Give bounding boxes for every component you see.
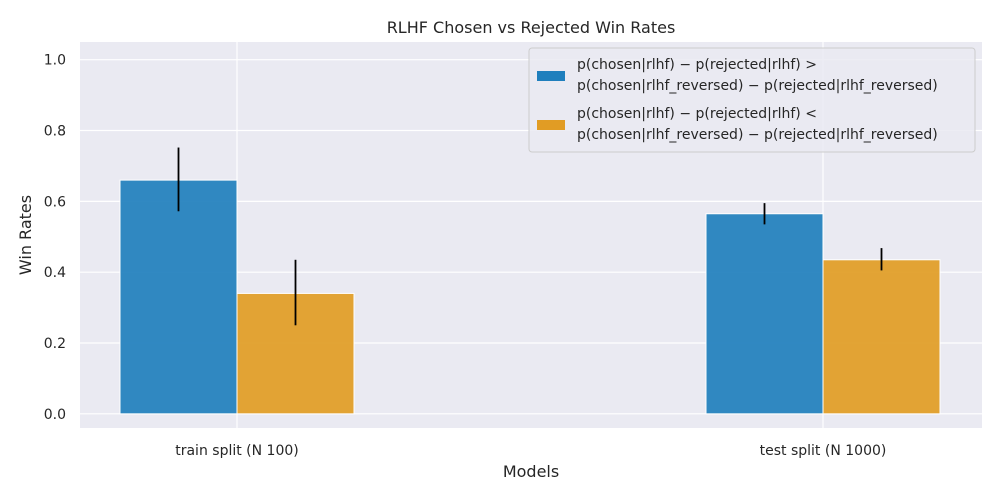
legend-label-series-1-line-2: p(chosen|rlhf_reversed) − p(rejected|rlh…: [577, 78, 938, 94]
bar-series-1-1: [119, 179, 238, 415]
legend-swatch-series-1: [537, 71, 565, 81]
y-tick-label: 1.0: [44, 53, 66, 69]
bar-series-2-2: [822, 259, 941, 415]
y-tick-label: 0.8: [44, 124, 66, 140]
legend-swatch-series-2: [537, 120, 565, 130]
bar-series-1-2: [705, 213, 824, 415]
legend-label-series-2-line-2: p(chosen|rlhf_reversed) − p(rejected|rlh…: [577, 127, 938, 143]
x-axis-label: Models: [503, 462, 559, 481]
y-tick-label: 0.4: [44, 265, 66, 281]
y-tick-label: 0.0: [44, 407, 66, 423]
x-tick-label: test split (N 1000): [760, 443, 887, 459]
legend-box: [528, 47, 976, 153]
legend-label-series-2-line-1: p(chosen|rlhf) − p(rejected|rlhf) <: [577, 106, 817, 122]
legend: p(chosen|rlhf) − p(rejected|rlhf) > p(ch…: [528, 47, 976, 153]
y-tick-labels: 0.0 0.2 0.4 0.6 0.8 1.0: [44, 53, 66, 423]
x-tick-label: train split (N 100): [175, 443, 299, 459]
legend-label-series-1-line-1: p(chosen|rlhf) − p(rejected|rlhf) >: [577, 57, 817, 73]
chart-title: RLHF Chosen vs Rejected Win Rates: [387, 18, 676, 37]
bars: [119, 179, 941, 415]
x-tick-labels: train split (N 100) test split (N 1000): [175, 443, 886, 459]
y-axis-label: Win Rates: [16, 195, 35, 275]
y-tick-label: 0.6: [44, 194, 66, 210]
y-tick-label: 0.2: [44, 336, 66, 352]
error-bars: [177, 147, 883, 326]
